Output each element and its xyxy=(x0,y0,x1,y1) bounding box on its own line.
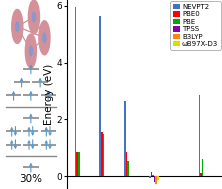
Text: 30%: 30% xyxy=(19,174,42,184)
Bar xyxy=(149,176,151,178)
Bar xyxy=(101,132,103,176)
Bar xyxy=(126,152,127,176)
Bar xyxy=(124,101,126,176)
Y-axis label: Energy (eV): Energy (eV) xyxy=(44,64,54,125)
Bar xyxy=(99,16,101,176)
Circle shape xyxy=(12,9,23,43)
Bar xyxy=(154,176,155,182)
Legend: NEVPT2, PBE0, PBE, TPSS, B3LYP, ωB97X-D3: NEVPT2, PBE0, PBE, TPSS, B3LYP, ωB97X-D3 xyxy=(170,1,221,50)
Circle shape xyxy=(16,22,19,31)
Bar xyxy=(127,161,129,176)
Circle shape xyxy=(25,34,36,68)
Bar xyxy=(76,152,78,176)
Circle shape xyxy=(28,0,40,34)
Bar xyxy=(75,7,76,176)
Bar xyxy=(152,175,154,176)
Bar xyxy=(200,173,202,176)
Circle shape xyxy=(29,46,32,56)
Circle shape xyxy=(32,12,36,22)
Bar xyxy=(78,152,79,176)
Circle shape xyxy=(39,21,50,55)
Bar xyxy=(157,176,159,180)
Bar xyxy=(151,172,152,176)
Circle shape xyxy=(43,33,46,43)
Bar xyxy=(199,95,200,176)
Bar xyxy=(202,159,203,176)
Bar xyxy=(103,134,104,176)
Bar xyxy=(155,176,157,184)
